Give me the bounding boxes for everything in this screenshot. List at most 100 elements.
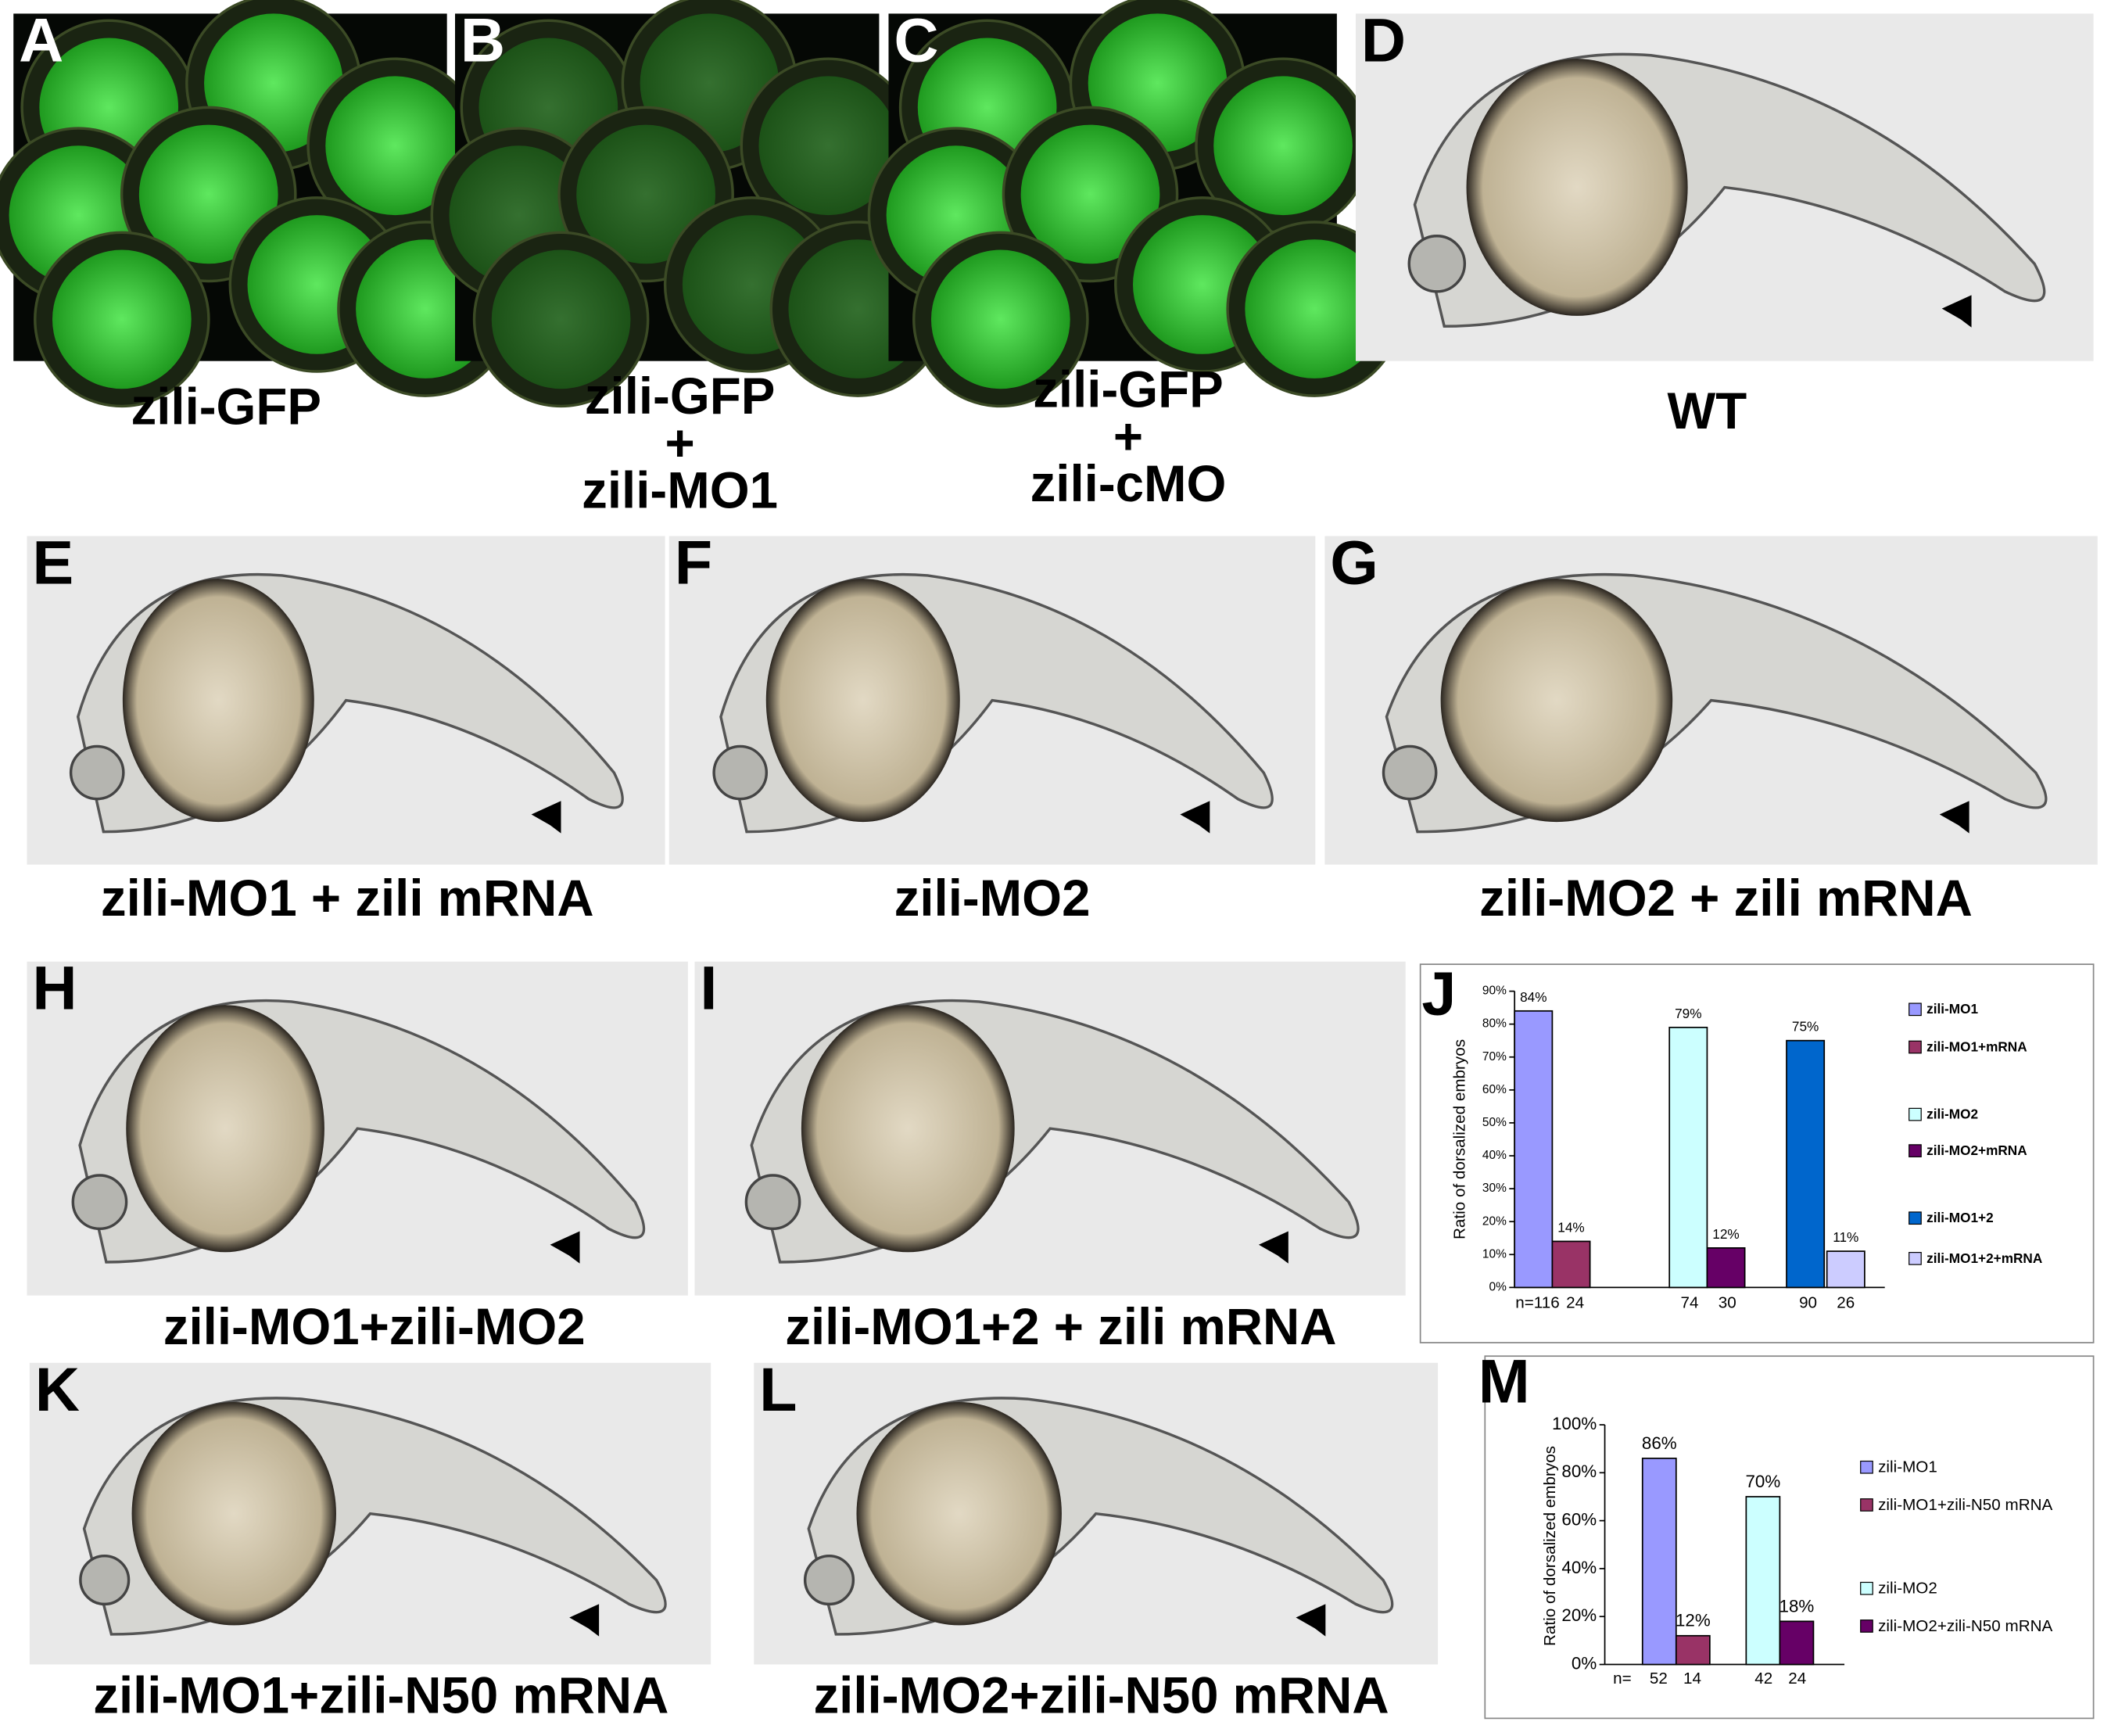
arrowhead bbox=[1180, 801, 1210, 834]
panel-caption: WT bbox=[1668, 382, 1747, 439]
yolk bbox=[1466, 59, 1688, 316]
embryo bbox=[930, 249, 1070, 389]
legend-swatch bbox=[1860, 1498, 1873, 1512]
bar bbox=[1668, 1026, 1708, 1289]
value-label: 86% bbox=[1642, 1433, 1677, 1453]
yolk bbox=[126, 1005, 324, 1253]
legend-label: zili-MO1+zili-N50 mRNA bbox=[1878, 1496, 2052, 1514]
y-tick-label: 40% bbox=[1561, 1558, 1597, 1577]
n-label: 14 bbox=[1683, 1670, 1701, 1688]
yolk bbox=[1440, 579, 1673, 823]
eye bbox=[79, 1554, 131, 1606]
embryo bbox=[1245, 239, 1385, 378]
y-tick-label: 60% bbox=[1482, 1083, 1507, 1096]
panel-caption: zili-MO1+zili-MO2 bbox=[163, 1298, 586, 1355]
y-tick-label: 100% bbox=[1552, 1414, 1597, 1433]
value-label: 70% bbox=[1745, 1472, 1780, 1491]
value-label: 84% bbox=[1520, 989, 1547, 1005]
panel: D WT bbox=[1355, 5, 2094, 439]
panel-letter: A bbox=[19, 5, 63, 74]
panel-caption: zili-MO1+2 + zili mRNA bbox=[785, 1298, 1336, 1355]
bar bbox=[1745, 1496, 1781, 1666]
legend-label: zili-MO1 bbox=[1926, 1001, 1978, 1017]
panel-letter: G bbox=[1330, 528, 1378, 597]
legend-label: zili-MO2+zili-N50 mRNA bbox=[1878, 1617, 2052, 1635]
panel-caption: zili-GFP bbox=[131, 378, 322, 436]
legend-label: zili-MO2 bbox=[1878, 1580, 1937, 1598]
legend-swatch bbox=[1860, 1460, 1873, 1474]
panel-letter: H bbox=[32, 953, 77, 1023]
value-label: 14% bbox=[1557, 1219, 1584, 1235]
panel-letter: C bbox=[894, 5, 938, 74]
y-tick-label: 60% bbox=[1561, 1510, 1597, 1530]
y-tick-label: 20% bbox=[1561, 1605, 1597, 1625]
legend-label: zili-MO1 bbox=[1878, 1458, 1937, 1476]
panel-caption: zili-MO2 + zili mRNA bbox=[1479, 870, 1973, 927]
n-label: n= bbox=[1613, 1670, 1632, 1688]
legend-swatch bbox=[1909, 1211, 1922, 1225]
legend-label: zili-MO2+mRNA bbox=[1926, 1142, 2027, 1158]
y-tick-label: 80% bbox=[1482, 1017, 1507, 1031]
y-tick-label: 90% bbox=[1482, 985, 1507, 998]
y-tick-label: 30% bbox=[1482, 1182, 1507, 1195]
arrowhead bbox=[569, 1604, 600, 1637]
panel-caption: zili-MO2+zili-N50 mRNA bbox=[813, 1667, 1389, 1724]
legend-swatch bbox=[1860, 1581, 1873, 1595]
panel-caption: zili-MO2 bbox=[894, 870, 1091, 927]
legend-label: zili-MO2 bbox=[1926, 1107, 1978, 1122]
n-label: n=116 bbox=[1515, 1294, 1559, 1312]
arrowhead bbox=[550, 1231, 580, 1264]
bar bbox=[1706, 1247, 1746, 1289]
embryo bbox=[52, 249, 192, 389]
bar bbox=[1675, 1634, 1711, 1666]
n-label: 52 bbox=[1650, 1670, 1668, 1688]
y-tick-label: 0% bbox=[1572, 1653, 1597, 1673]
arrowhead bbox=[531, 801, 561, 834]
embryo bbox=[491, 249, 631, 389]
panel-caption: zili-MO1 + zili mRNA bbox=[101, 870, 594, 927]
value-label: 75% bbox=[1792, 1019, 1819, 1035]
embryo bbox=[1020, 124, 1160, 264]
y-tick-label: 40% bbox=[1482, 1149, 1507, 1162]
y-tick-label: 10% bbox=[1482, 1247, 1507, 1261]
arrowhead bbox=[1939, 801, 1969, 834]
n-label: 26 bbox=[1837, 1294, 1855, 1312]
legend-label: zili-MO1+2+mRNA bbox=[1926, 1250, 2042, 1266]
legend-label: zili-MO1+2 bbox=[1926, 1210, 1994, 1225]
arrowhead bbox=[1941, 295, 1972, 328]
yolk bbox=[765, 579, 960, 823]
panel-caption: + bbox=[1113, 408, 1143, 465]
legend-swatch bbox=[1909, 1144, 1922, 1157]
n-label: 24 bbox=[1788, 1670, 1806, 1688]
legend-swatch bbox=[1909, 1107, 1922, 1121]
panel-caption: zili-MO1+zili-N50 mRNA bbox=[93, 1667, 668, 1724]
panel-letter: K bbox=[35, 1354, 80, 1424]
bar bbox=[1786, 1039, 1826, 1289]
embryo bbox=[758, 76, 898, 216]
n-label: 30 bbox=[1719, 1294, 1736, 1312]
bar bbox=[1641, 1458, 1677, 1666]
value-label: 79% bbox=[1675, 1006, 1701, 1021]
y-tick-label: 20% bbox=[1482, 1214, 1507, 1228]
legend-swatch bbox=[1909, 1040, 1922, 1054]
eye bbox=[71, 1174, 128, 1231]
eye bbox=[1382, 744, 1438, 801]
bar bbox=[1826, 1250, 1865, 1289]
panel-letter: F bbox=[675, 528, 712, 597]
yolk bbox=[856, 1401, 1062, 1626]
y-tick-label: 70% bbox=[1482, 1050, 1507, 1063]
y-axis-label: Ratio of dorsalized embryos bbox=[1451, 1039, 1469, 1239]
value-label: 12% bbox=[1712, 1226, 1739, 1242]
embryo bbox=[325, 76, 464, 216]
panel-letter: B bbox=[461, 5, 505, 74]
bar bbox=[1779, 1620, 1815, 1666]
legend-label: zili-MO1+mRNA bbox=[1926, 1038, 2027, 1054]
n-label: 74 bbox=[1681, 1294, 1699, 1312]
